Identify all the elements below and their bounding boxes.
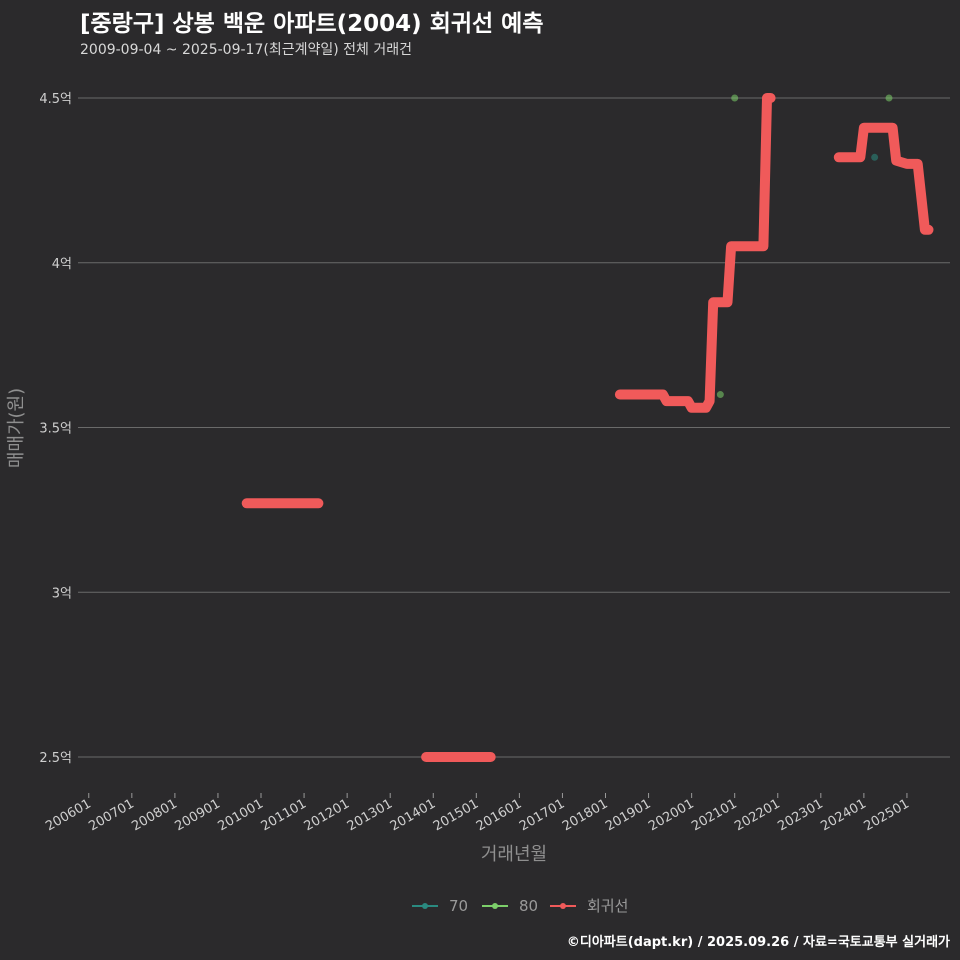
x-tick-label: 202301 xyxy=(775,796,825,834)
legend-swatch-dot xyxy=(492,903,498,909)
x-tick-label: 200701 xyxy=(86,796,136,834)
legend-label: 회귀선 xyxy=(587,897,628,915)
x-tick-label: 201501 xyxy=(431,796,481,834)
x-tick-label: 202001 xyxy=(646,796,696,834)
x-tick-label: 201001 xyxy=(216,796,266,834)
x-tick-label: 201701 xyxy=(517,796,567,834)
data-point-70 xyxy=(871,153,879,161)
y-axis-title: 매매가(원) xyxy=(6,388,27,468)
y-tick-label: 4억 xyxy=(52,257,72,272)
source-caption: ©디아파트(dapt.kr) / 2025.09.26 / 자료=국토교통부 실… xyxy=(566,935,950,950)
chart-subtitle: 2009-09-04 ~ 2025-09-17(최근계약일) 전체 거래건 xyxy=(80,42,412,58)
legend-label: 80 xyxy=(519,897,538,915)
legend-swatch-dot xyxy=(422,903,428,909)
y-tick-label: 3.5억 xyxy=(39,422,72,437)
x-tick-label: 202201 xyxy=(732,796,782,834)
x-tick-label: 202501 xyxy=(861,796,911,834)
regression-line-group xyxy=(241,93,934,762)
x-tick-label: 200801 xyxy=(129,796,179,834)
x-tick-label: 201901 xyxy=(603,796,653,834)
y-tick-label: 2.5억 xyxy=(39,751,72,766)
x-tick-label: 201301 xyxy=(345,796,395,834)
x-tick-label: 200901 xyxy=(172,796,222,834)
grid-lines xyxy=(78,97,950,758)
x-tick-label: 200601 xyxy=(43,796,93,834)
legend: 70 80 회귀선 xyxy=(412,897,628,915)
y-axis-ticks: 2.5억 3억 3.5억 4억 4.5억 xyxy=(39,92,72,766)
y-tick-label: 3억 xyxy=(52,586,72,601)
x-tick-label: 201601 xyxy=(474,796,524,834)
x-tick-label: 201401 xyxy=(388,796,438,834)
x-axis-title: 거래년월 xyxy=(481,844,547,865)
y-tick-label: 4.5억 xyxy=(39,92,72,107)
data-point-80 xyxy=(885,94,893,102)
x-tick-label: 201801 xyxy=(560,796,610,834)
x-tick-label: 201201 xyxy=(302,796,352,834)
x-tick-label: 202401 xyxy=(818,796,868,834)
x-tick-label: 201101 xyxy=(259,796,309,834)
data-point-80 xyxy=(716,391,724,399)
regression-line-segment xyxy=(614,93,776,413)
x-axis-ticks: 2006012007012008012009012010012011012012… xyxy=(43,793,912,834)
legend-label: 70 xyxy=(449,897,468,915)
chart-title: [중랑구] 상봉 백운 아파트(2004) 회귀선 예측 xyxy=(80,11,544,37)
regression-line-segment xyxy=(833,122,934,235)
data-point-80 xyxy=(731,94,739,102)
legend-swatch-dot xyxy=(560,903,566,909)
x-tick-label: 202101 xyxy=(689,796,739,834)
scatter-points-group xyxy=(716,94,893,399)
